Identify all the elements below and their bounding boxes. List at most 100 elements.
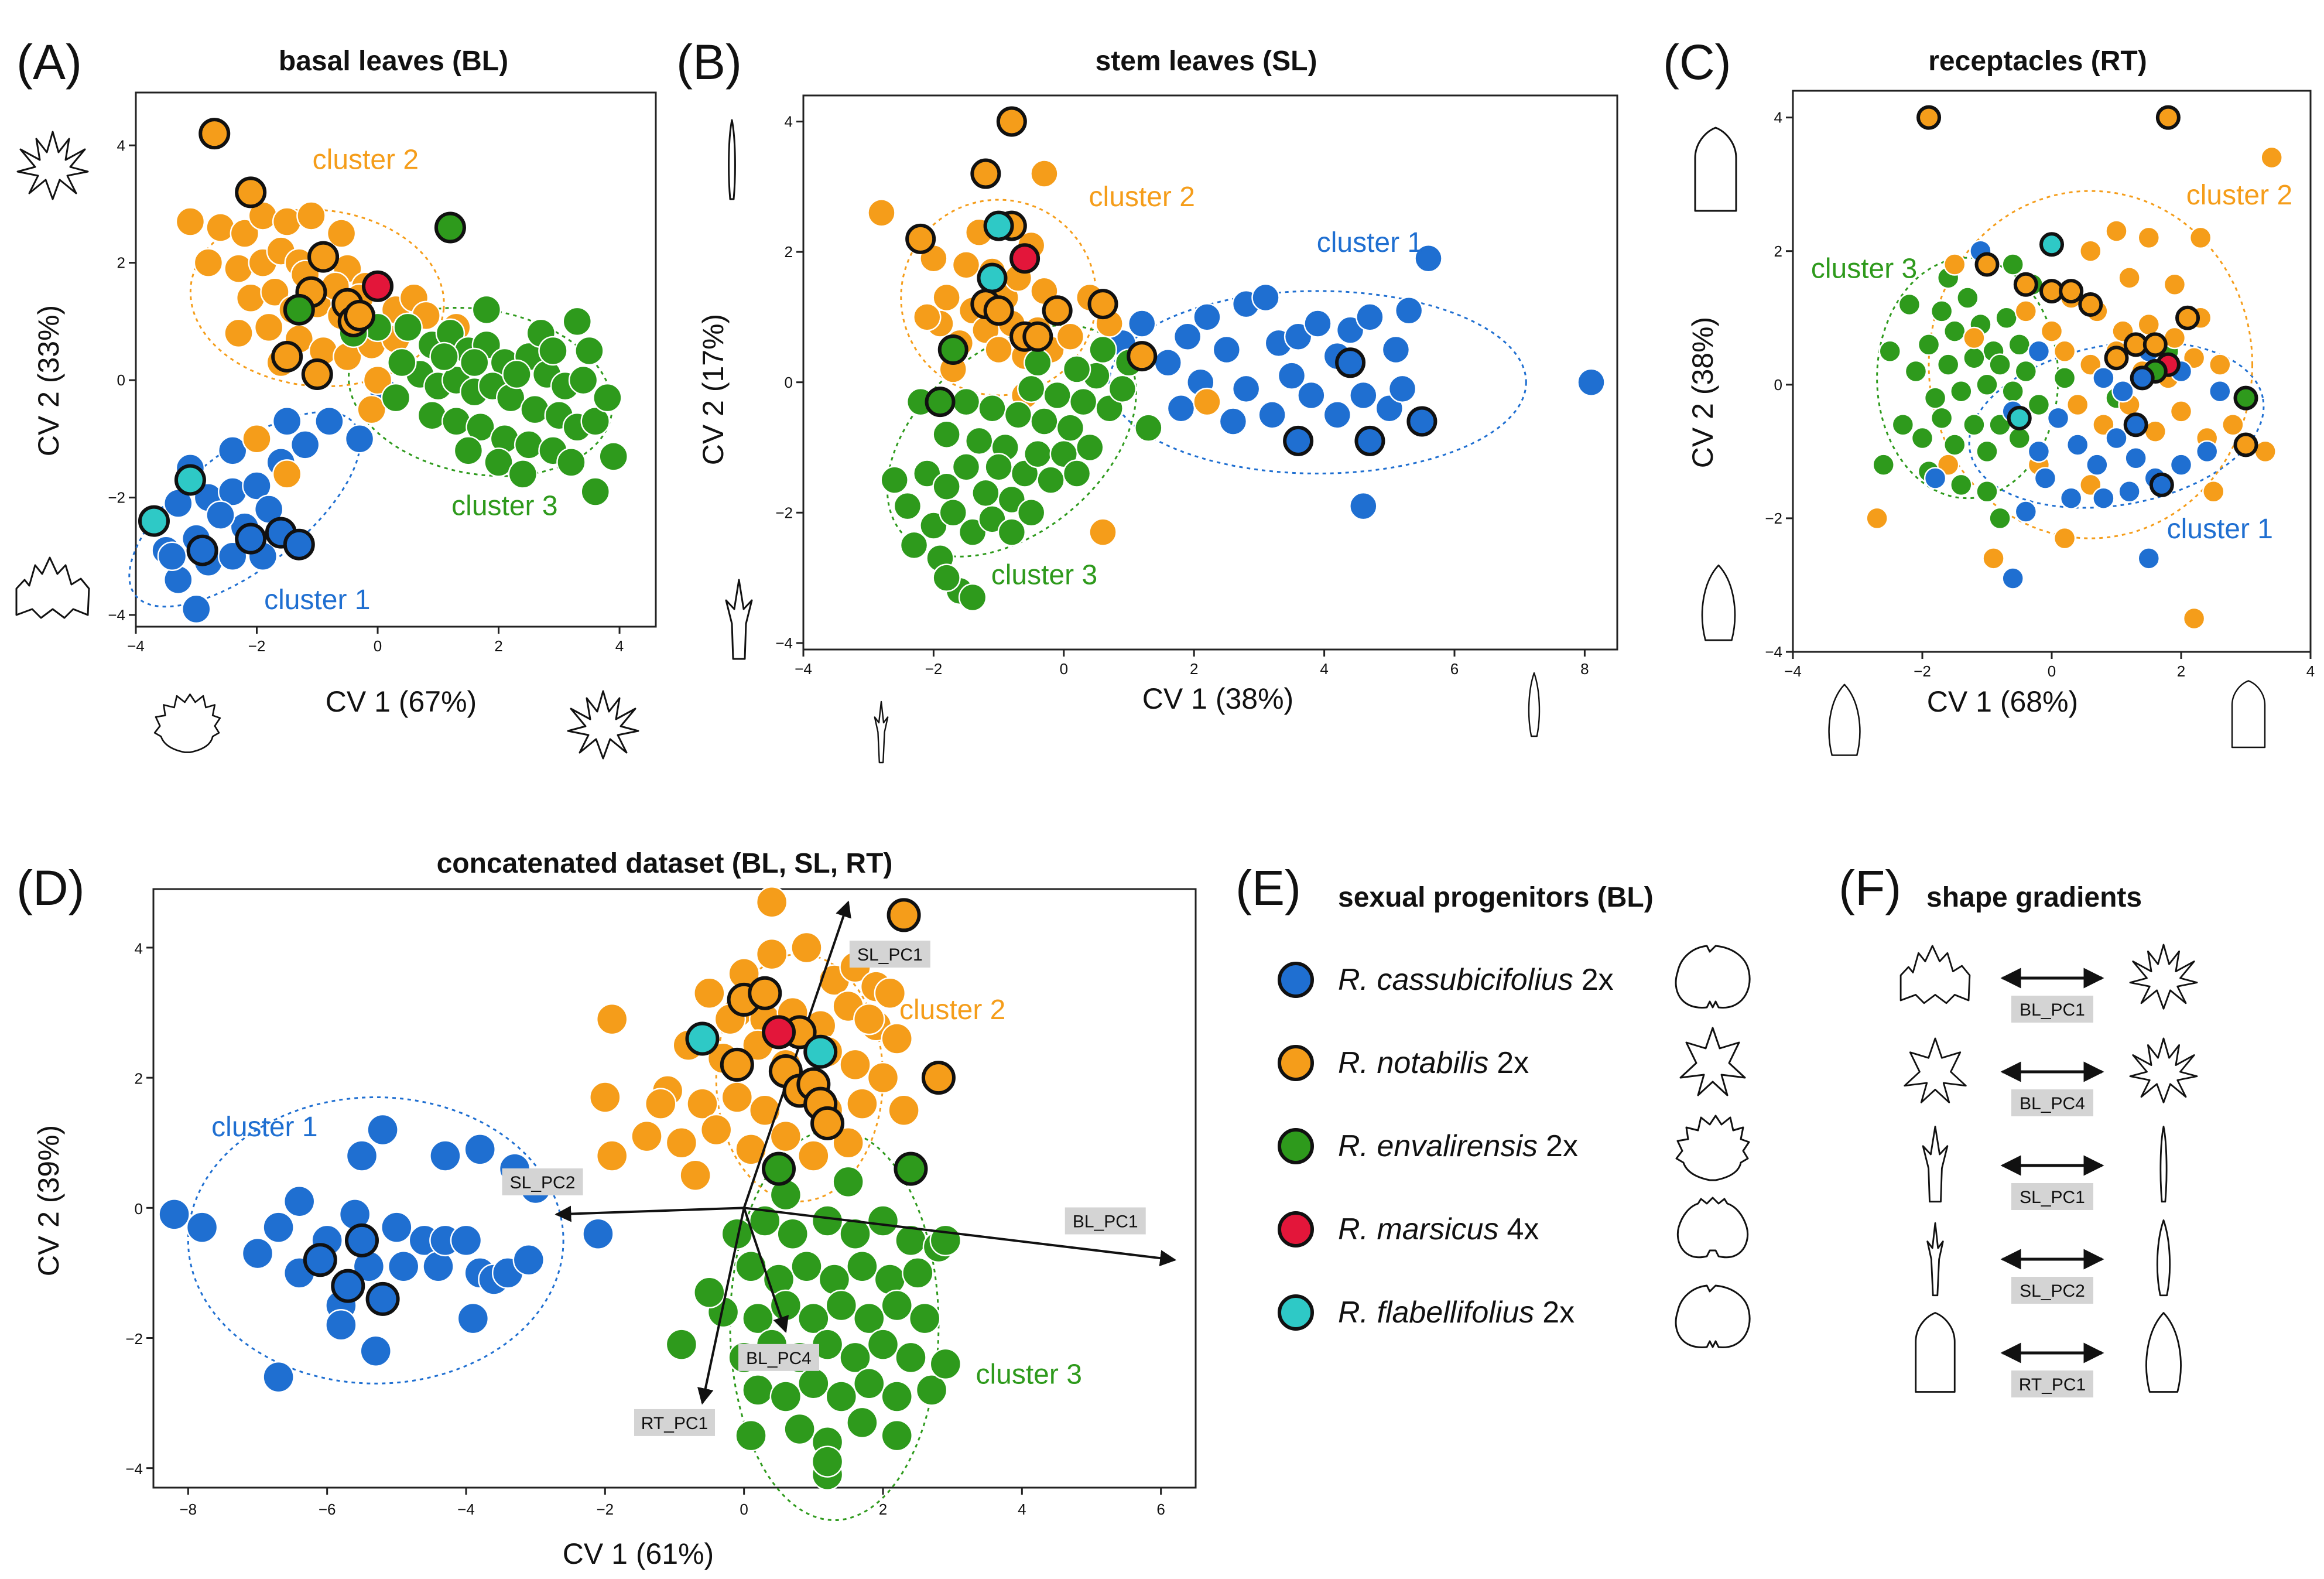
gradient-label: SL_PC2 — [2020, 1281, 2085, 1301]
progenitor-point — [921, 1061, 956, 1095]
vector-label: SL_PC1 — [857, 945, 923, 965]
data-point — [2137, 313, 2160, 336]
dissected-leaf-icon — [2129, 1037, 2198, 1103]
data-point — [1375, 394, 1404, 423]
panel-f-gradients: shape gradients BL_PC1 BL_PC4 SL_PC1 SL_PC2… — [1899, 882, 2198, 1397]
legend-marker-cassubicifolius — [1278, 962, 1314, 998]
y-tick-label: 4 — [117, 136, 125, 154]
y-tick-label: 2 — [135, 1070, 143, 1088]
data-point — [888, 1094, 920, 1126]
panel-a-ylabel: CV 2 (33%) — [32, 305, 65, 456]
progenitor-point — [2149, 472, 2174, 497]
data-point — [631, 1120, 663, 1153]
gradient-label: BL_PC4 — [2020, 1094, 2085, 1113]
panel-label-c: (C) — [1663, 35, 1731, 90]
vector-label: RT_PC1 — [641, 1414, 709, 1433]
data-point — [971, 479, 1000, 508]
data-point — [1095, 394, 1124, 423]
data-point — [693, 1276, 725, 1308]
data-point — [769, 1289, 802, 1322]
data-point — [679, 1159, 711, 1192]
loading-vector — [744, 1207, 1177, 1267]
data-point — [721, 1081, 754, 1113]
data-point — [357, 394, 386, 425]
progenitor-point — [1335, 347, 1366, 378]
panel-b-plot: −4 −2 0 2 4 6 8 −4 −2 0 2 4 cluster 2 cluster 1 cluste… — [775, 94, 1618, 678]
cylindrical-receptacle-icon — [1694, 127, 1737, 212]
data-point — [846, 1406, 878, 1439]
cluster-ellipse — [187, 1096, 564, 1385]
data-point — [1963, 346, 1986, 370]
cluster-ellipse — [1968, 340, 2265, 509]
data-point — [2118, 480, 2141, 503]
cluster-ellipse — [1928, 190, 2254, 539]
narrow-toothed-stem-leaf-icon — [874, 700, 889, 764]
data-point — [1154, 348, 1182, 377]
legend-label: R. envalirensis 2x — [1338, 1129, 1578, 1163]
ovoid-receptacle-icon — [1828, 683, 1861, 756]
data-point — [984, 335, 1013, 364]
data-point — [360, 1335, 392, 1367]
data-point — [755, 886, 788, 918]
progenitor-point — [887, 898, 921, 932]
progenitor-point — [283, 528, 315, 560]
x-tick-label: 0 — [1060, 660, 1068, 678]
data-point — [283, 1185, 316, 1218]
data-point — [2137, 226, 2160, 250]
progenitor-point — [803, 1034, 838, 1069]
data-point — [2079, 240, 2102, 262]
data-point — [832, 1166, 864, 1198]
progenitor-point — [235, 522, 267, 555]
data-point — [484, 447, 514, 477]
x-tick-label: −4 — [1784, 662, 1802, 680]
cluster-label: cluster 2 — [1089, 182, 1195, 213]
lobed-leaf-icon — [1899, 945, 1971, 1004]
data-point — [2008, 333, 2031, 356]
data-point — [1089, 335, 1117, 364]
round-leaf-icon — [1675, 945, 1751, 1009]
data-point — [230, 218, 260, 248]
cluster-label: cluster 3 — [1811, 253, 1917, 284]
data-point — [2105, 426, 2128, 450]
data-point — [1904, 360, 1928, 383]
data-point — [417, 400, 447, 430]
data-point — [387, 347, 417, 378]
data-point — [2014, 360, 2038, 383]
data-point — [693, 977, 725, 1009]
loading-vector — [555, 1205, 744, 1222]
x-tick-label: 4 — [1320, 660, 1328, 678]
panel-a: basal leaves (BL) −4 −2 0 2 4 −4 −2 0 2 4 cluster … — [15, 46, 657, 760]
data-point — [825, 1380, 858, 1413]
data-point — [915, 1374, 948, 1406]
progenitor-point — [2059, 279, 2084, 304]
progenitor-point — [271, 340, 303, 372]
data-point — [700, 1113, 733, 1146]
data-point — [242, 424, 272, 454]
legend-ploidy: 2x — [1582, 963, 1614, 997]
data-point — [1356, 303, 1384, 331]
x-tick-label: 0 — [374, 637, 382, 655]
data-point — [951, 453, 981, 481]
data-point — [1976, 480, 1998, 503]
data-point — [593, 382, 622, 413]
progenitor-point — [894, 1151, 928, 1186]
data-point — [1030, 407, 1059, 436]
data-point — [1943, 320, 1966, 343]
data-point — [913, 303, 942, 331]
data-point — [595, 1003, 628, 1035]
x-tick-label: 6 — [1156, 1501, 1165, 1518]
progenitor-point — [303, 1243, 337, 1277]
data-point — [381, 382, 411, 413]
ovoid-receptacle-icon — [2145, 1312, 2182, 1393]
vector-label: BL_PC4 — [746, 1349, 812, 1368]
progenitor-point — [186, 534, 218, 566]
vector-label-box — [1065, 1207, 1146, 1235]
data-point — [2195, 440, 2219, 463]
legend-ploidy: 2x — [1546, 1129, 1578, 1163]
panel-b-ylabel: CV 2 (17%) — [697, 314, 730, 465]
data-point — [471, 295, 502, 325]
data-point — [1004, 401, 1033, 429]
progenitor-point — [685, 1021, 720, 1056]
data-point — [1414, 244, 1443, 273]
cluster-ellipse — [128, 411, 361, 608]
